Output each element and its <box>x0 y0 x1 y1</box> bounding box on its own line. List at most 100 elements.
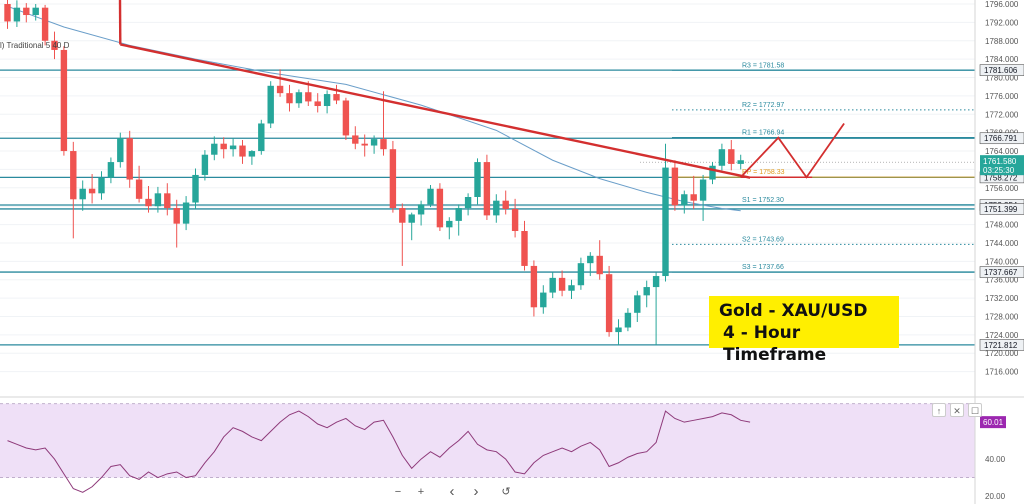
candle <box>286 84 293 112</box>
candle-body <box>728 149 735 164</box>
candle <box>417 200 425 226</box>
candle-body <box>182 202 190 224</box>
scroll-left-button[interactable]: ‹ <box>449 483 455 500</box>
candle <box>681 190 688 214</box>
candle <box>323 90 331 114</box>
projection-path <box>740 122 845 179</box>
pivot-label: S2 = 1743.69 <box>742 236 784 243</box>
level-tag-box <box>979 203 1024 215</box>
zoom-in-button[interactable]: + <box>417 486 425 498</box>
candle <box>446 217 453 240</box>
price-tick-label: 1772.000 <box>985 110 1019 119</box>
level-tag-box <box>979 339 1024 351</box>
candle <box>154 186 162 213</box>
candle-body <box>145 198 152 207</box>
current-price-label: 1761.580 <box>983 157 1017 166</box>
candle <box>88 174 96 204</box>
candle-body <box>267 85 274 124</box>
candle-body <box>201 154 209 175</box>
candle <box>173 199 180 248</box>
candle <box>530 260 538 317</box>
candle-body <box>342 100 350 136</box>
candle <box>521 220 528 271</box>
rsi-overbought-oversold-band <box>0 403 975 478</box>
candle <box>41 4 49 46</box>
pivot-label: R3 = 1781.58 <box>742 62 784 69</box>
trendlines <box>118 0 845 179</box>
candle <box>728 140 735 171</box>
candle-body <box>408 214 415 223</box>
candle <box>98 171 105 200</box>
chart-title-box: Gold - XAU/USD 4 - Hour Timeframe <box>709 296 899 365</box>
candle <box>380 91 387 156</box>
candle <box>596 240 603 280</box>
candle <box>145 185 152 213</box>
series-label: l) Traditional 5 40 D <box>0 41 70 50</box>
candle <box>164 183 171 216</box>
candle-body <box>502 200 509 209</box>
candle-body <box>615 327 622 333</box>
candle-body <box>305 92 312 102</box>
candle <box>229 138 237 157</box>
price-tick-label: 1736.000 <box>985 276 1019 285</box>
candle <box>135 165 143 203</box>
candle <box>361 134 368 157</box>
candle <box>295 89 303 108</box>
reset-chart-button[interactable]: ↺ <box>501 486 511 498</box>
candle <box>662 143 669 282</box>
price-tick-label: 1796.000 <box>985 0 1019 9</box>
candle-body <box>248 151 256 157</box>
candle <box>182 196 190 231</box>
scroll-right-button[interactable]: › <box>473 483 479 500</box>
candle-body <box>718 149 726 166</box>
price-tick-label: 1740.000 <box>985 257 1019 266</box>
candle-body <box>605 274 613 333</box>
moving-average <box>7 5 741 212</box>
level-tag-label: 1766.791 <box>984 134 1018 143</box>
candle-body <box>530 265 538 308</box>
candle-body <box>51 40 58 50</box>
candle-body <box>464 197 472 209</box>
price-tick-label: 1756.000 <box>985 184 1019 193</box>
candle <box>79 180 86 211</box>
candle-body <box>436 188 444 228</box>
zoom-out-button[interactable]: − <box>394 486 402 498</box>
candle <box>615 319 622 345</box>
price-tick-label: 1728.000 <box>985 312 1019 321</box>
candle-body <box>370 139 378 146</box>
rsi-tick-label: 20.00 <box>985 492 1006 501</box>
level-price-tag: 1751.399 <box>979 203 1024 215</box>
candle <box>408 212 415 241</box>
title-line-2: 4 - Hour Timeframe <box>723 323 827 365</box>
candle-body <box>643 287 650 296</box>
price-tick-label: 1732.000 <box>985 294 1019 303</box>
candle <box>474 158 481 205</box>
candle <box>258 119 265 155</box>
candle-body <box>258 123 265 152</box>
rsi-tick-label: 40.00 <box>985 455 1006 464</box>
level-price-tag: 1781.606 <box>979 64 1024 76</box>
candle <box>192 168 199 209</box>
rsi-value-box <box>980 416 1006 429</box>
candle <box>13 0 21 27</box>
candle-body <box>192 174 199 203</box>
candle <box>605 265 613 337</box>
rsi-band <box>0 403 975 478</box>
price-tick-label: 1744.000 <box>985 239 1019 248</box>
candle-body <box>286 93 293 104</box>
candle-body <box>662 167 669 277</box>
move-up-button[interactable]: ↑ <box>932 403 946 417</box>
maximize-pane-button[interactable]: ☐ <box>968 403 982 417</box>
candle-body <box>314 101 321 107</box>
candle <box>511 198 519 238</box>
candle-body <box>558 277 566 291</box>
close-pane-button[interactable]: ✕ <box>950 403 964 417</box>
candlesticks <box>4 0 744 345</box>
candle-body <box>295 92 303 104</box>
candle <box>239 140 246 164</box>
level-tag-box <box>979 266 1024 278</box>
level-tag-label: 1751.399 <box>984 205 1018 214</box>
